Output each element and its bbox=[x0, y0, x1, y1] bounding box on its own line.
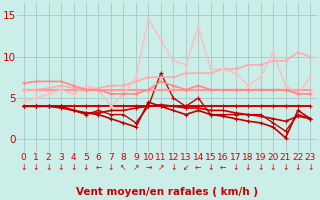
Text: ↓: ↓ bbox=[83, 163, 89, 172]
Text: ↓: ↓ bbox=[33, 163, 39, 172]
Text: ↓: ↓ bbox=[232, 163, 239, 172]
Text: ←: ← bbox=[220, 163, 226, 172]
Text: ↓: ↓ bbox=[170, 163, 177, 172]
Text: ↖: ↖ bbox=[120, 163, 127, 172]
Text: ↓: ↓ bbox=[257, 163, 264, 172]
Text: ↓: ↓ bbox=[307, 163, 314, 172]
Text: ↗: ↗ bbox=[133, 163, 139, 172]
Text: ↓: ↓ bbox=[58, 163, 64, 172]
Text: ↓: ↓ bbox=[70, 163, 77, 172]
Text: ↓: ↓ bbox=[270, 163, 276, 172]
Text: ←: ← bbox=[195, 163, 201, 172]
Text: ↓: ↓ bbox=[245, 163, 251, 172]
Text: ←: ← bbox=[95, 163, 102, 172]
X-axis label: Vent moyen/en rafales ( km/h ): Vent moyen/en rafales ( km/h ) bbox=[76, 187, 258, 197]
Text: ↓: ↓ bbox=[20, 163, 27, 172]
Text: ↓: ↓ bbox=[108, 163, 114, 172]
Text: ↓: ↓ bbox=[295, 163, 301, 172]
Text: ↗: ↗ bbox=[158, 163, 164, 172]
Text: ↙: ↙ bbox=[183, 163, 189, 172]
Text: →: → bbox=[145, 163, 152, 172]
Text: ↓: ↓ bbox=[207, 163, 214, 172]
Text: ↓: ↓ bbox=[282, 163, 289, 172]
Text: ↓: ↓ bbox=[45, 163, 52, 172]
